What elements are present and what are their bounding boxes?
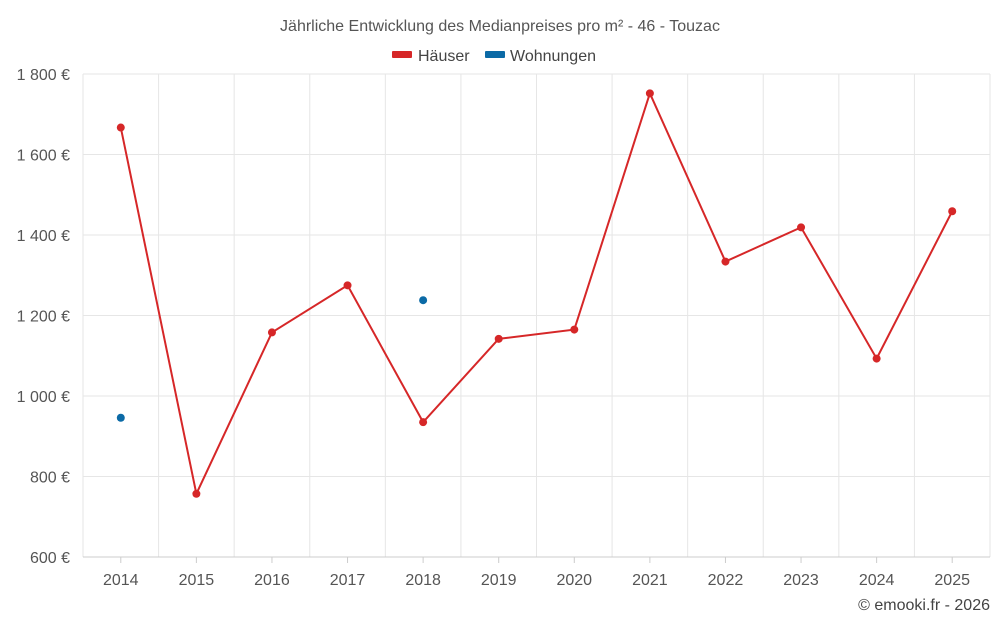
- data-point[interactable]: [116, 413, 125, 422]
- axes: 600 € 800 € 1 000 € 1 200 € 1 400 € 1 600 € 1 …: [17, 67, 990, 589]
- x-tick-label: 2016: [254, 572, 290, 589]
- legend-label-houses: Häuser: [418, 48, 470, 65]
- y-tick-label: 1 800 €: [17, 67, 70, 84]
- x-tick-label: 2014: [103, 572, 139, 589]
- legend-swatch-apartments: [485, 51, 505, 58]
- series-houses: [116, 89, 957, 498]
- legend-item-apartments[interactable]: Wohnungen: [485, 48, 596, 65]
- data-point[interactable]: [948, 207, 957, 216]
- legend: Häuser Wohnungen: [392, 48, 596, 65]
- grid: [82, 73, 991, 557]
- data-point[interactable]: [267, 328, 276, 337]
- series-line: [119, 90, 954, 497]
- data-point[interactable]: [116, 123, 125, 132]
- data-point[interactable]: [872, 354, 881, 363]
- data-point[interactable]: [419, 418, 428, 427]
- legend-label-apartments: Wohnungen: [510, 48, 596, 65]
- data-point[interactable]: [797, 223, 806, 232]
- x-tick-label: 2017: [330, 572, 366, 589]
- chart-title: Jährliche Entwicklung des Medianpreises …: [280, 18, 720, 35]
- series-apartments: [116, 296, 428, 422]
- x-tick-label: 2025: [934, 572, 970, 589]
- x-tick-label: 2024: [859, 572, 895, 589]
- x-tick-label: 2018: [405, 572, 441, 589]
- series: [116, 89, 957, 498]
- data-point[interactable]: [343, 281, 352, 290]
- y-tick-label: 1 600 €: [17, 148, 70, 165]
- legend-swatch-houses: [392, 51, 412, 58]
- y-tick-label: 800 €: [30, 470, 70, 487]
- x-tick-label: 2021: [632, 572, 668, 589]
- data-point[interactable]: [721, 257, 730, 266]
- y-tick-label: 1 400 €: [17, 228, 70, 245]
- x-tick-label: 2019: [481, 572, 517, 589]
- y-tick-label: 1 000 €: [17, 389, 70, 406]
- x-tick-label: 2020: [556, 572, 592, 589]
- data-point[interactable]: [192, 489, 201, 498]
- data-point[interactable]: [494, 334, 503, 343]
- x-tick-label: 2023: [783, 572, 819, 589]
- data-point[interactable]: [645, 89, 654, 98]
- x-tick-label: 2022: [708, 572, 744, 589]
- data-point[interactable]: [570, 325, 579, 334]
- y-tick-label: 600 €: [30, 550, 70, 567]
- data-point[interactable]: [419, 296, 428, 305]
- x-tick-label: 2015: [179, 572, 215, 589]
- y-tick-label: 1 200 €: [17, 309, 70, 326]
- legend-item-houses[interactable]: Häuser: [392, 48, 470, 65]
- credit-label: © emooki.fr - 2026: [858, 597, 990, 614]
